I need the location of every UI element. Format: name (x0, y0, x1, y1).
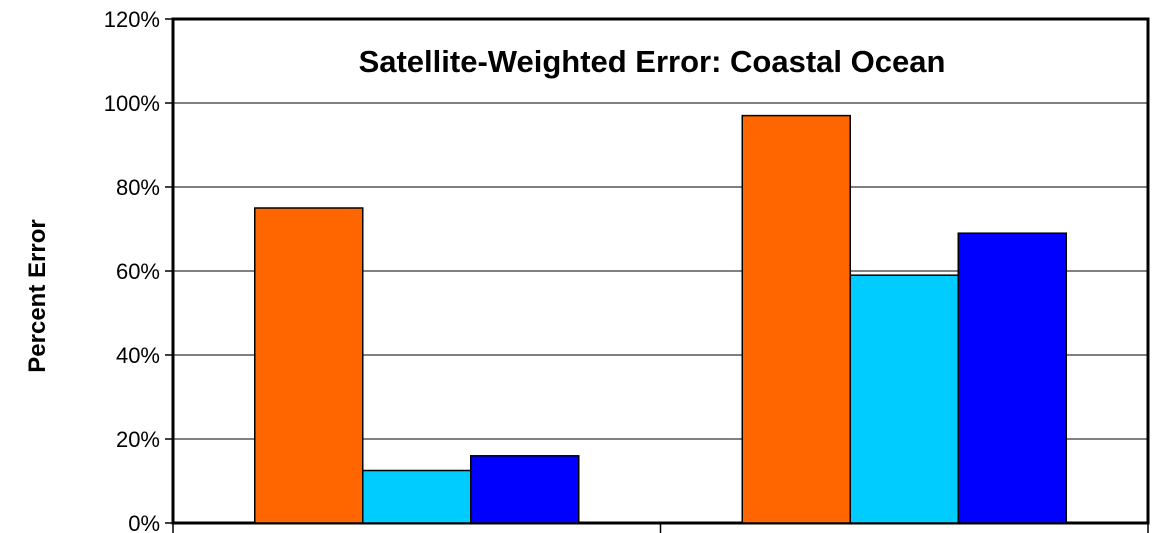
bar (849, 274, 959, 524)
x-axis (172, 523, 1149, 533)
bars (254, 114, 1067, 524)
y-axis-ticks: 0% 20% 40% 60% 80% 100% 120% (104, 7, 173, 533)
bar (741, 114, 851, 524)
y-tick-label: 60% (116, 259, 160, 284)
y-axis-label: Percent Error (24, 219, 51, 372)
bar (470, 455, 580, 524)
y-tick-label: 0% (128, 511, 160, 533)
bar (254, 207, 364, 524)
y-tick-label: 100% (104, 91, 160, 116)
bar (957, 232, 1067, 524)
y-tick-label: 120% (104, 7, 160, 32)
y-tick-label: 80% (116, 175, 160, 200)
chart-title: Satellite-Weighted Error: Coastal Ocean (359, 44, 946, 79)
y-tick-label: 40% (116, 343, 160, 368)
y-tick-label: 20% (116, 427, 160, 452)
bar (362, 469, 472, 524)
